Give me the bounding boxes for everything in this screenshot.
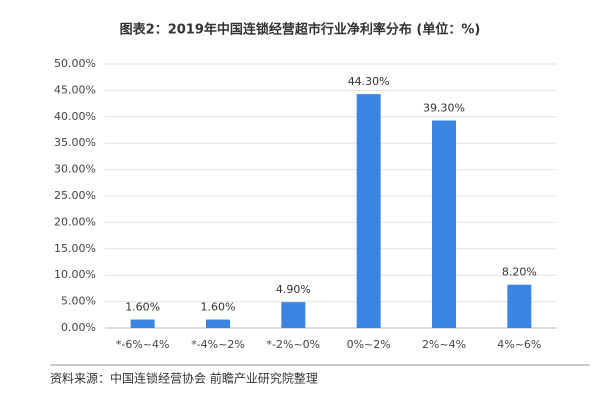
value-label: 44.30% [348, 75, 390, 88]
x-tick-label: 0%~2% [347, 338, 391, 351]
value-label: 1.60% [201, 301, 236, 314]
y-tick-label: 35.00% [54, 136, 96, 149]
y-tick-label: 10.00% [54, 268, 96, 281]
bar [507, 284, 532, 328]
y-tick-label: 50.00% [54, 57, 96, 70]
source-note: 资料来源：中国连锁经营协会 前瞻产业研究院整理 [50, 371, 318, 386]
bar [281, 302, 306, 328]
y-tick-label: 0.00% [61, 321, 96, 334]
x-tick-label: *-4%~2% [191, 338, 245, 351]
bar [356, 94, 381, 328]
value-label: 1.60% [125, 301, 160, 314]
value-label: 8.20% [502, 266, 537, 279]
y-tick-label: 5.00% [61, 295, 96, 308]
y-tick-label: 30.00% [54, 163, 96, 176]
value-label: 4.90% [276, 283, 311, 296]
x-tick-label: *-2%~0% [267, 338, 321, 351]
x-tick-label: 2%~4% [422, 338, 466, 351]
y-tick-label: 40.00% [54, 110, 96, 123]
y-tick-label: 20.00% [54, 215, 96, 228]
y-tick-label: 15.00% [54, 242, 96, 255]
x-tick-label: 4%~6% [497, 338, 541, 351]
value-label: 39.30% [423, 101, 465, 114]
bar [206, 319, 230, 328]
bar [432, 120, 456, 328]
bar [130, 319, 155, 328]
y-tick-label: 45.00% [54, 83, 96, 96]
x-tick-label: *-6%~4% [116, 338, 170, 351]
chart-title: 图表2：2019年中国连锁经营超市行业净利率分布 (单位：%) [120, 22, 481, 38]
y-tick-label: 25.00% [54, 189, 96, 202]
